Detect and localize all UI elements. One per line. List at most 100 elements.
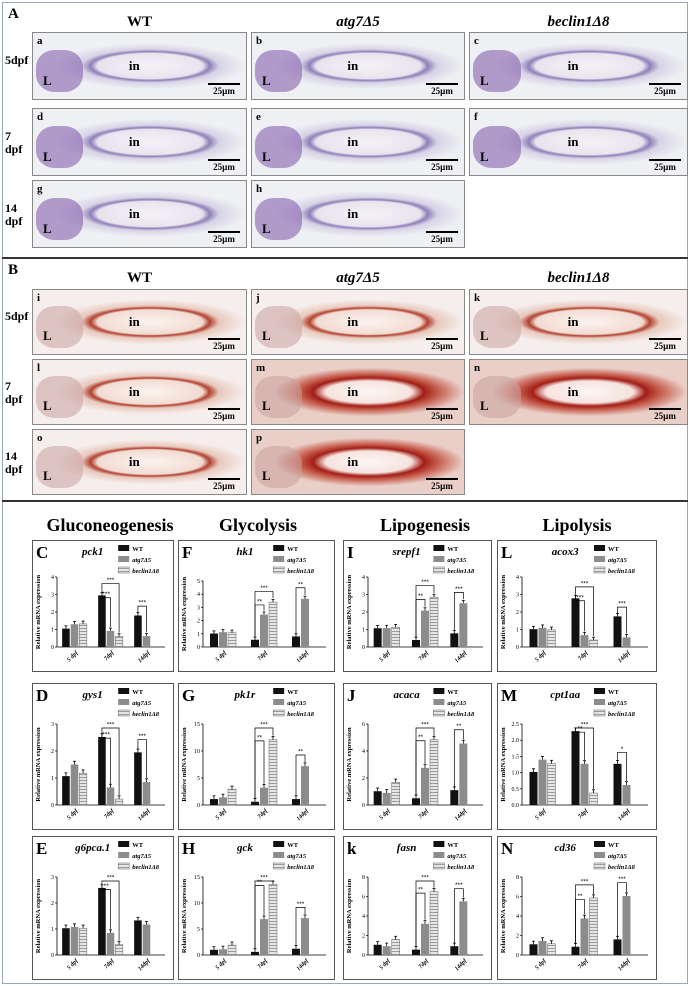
y-tick-label: 8: [362, 875, 365, 881]
bar-atg75: [106, 630, 115, 647]
legend-swatch: [593, 862, 606, 870]
liver-label: L: [262, 221, 271, 236]
y-axis-label: Relative mRNA expression: [500, 574, 507, 649]
bar-WT: [529, 629, 538, 647]
y-tick-label: 2: [362, 610, 365, 616]
significance-bracket: [575, 586, 594, 636]
bar-WT: [292, 799, 300, 805]
liver-tissue: [36, 197, 83, 241]
legend-label: atg7Δ5: [447, 700, 467, 707]
scale-bar: 25µm: [649, 83, 681, 96]
scale-line: [426, 408, 458, 410]
scale-bar: 25µm: [426, 338, 458, 351]
column-header: beclin1Δ8: [547, 14, 610, 30]
bar-atg75: [106, 932, 115, 955]
significance-bracket: [101, 583, 120, 633]
bar-beclin18: [547, 629, 556, 648]
scale-label: 25µm: [654, 162, 676, 172]
y-tick-label: 6: [362, 895, 365, 901]
y-tick-label: 15: [194, 875, 200, 881]
bar-WT: [251, 951, 259, 955]
column-header: WT: [126, 270, 152, 286]
bar-atg75: [622, 896, 631, 955]
legend-label: WT: [608, 842, 620, 849]
bar-WT: [210, 799, 218, 805]
intestine-label: in: [128, 314, 140, 330]
bar-atg75: [382, 946, 391, 955]
bar-beclin18: [589, 897, 598, 956]
bar-atg75: [260, 614, 268, 647]
significance-bracket: [575, 727, 594, 790]
bar-beclin18: [268, 601, 278, 648]
y-tick-label: 1: [197, 632, 200, 638]
legend-swatch: [433, 545, 445, 551]
bar-WT: [373, 944, 382, 955]
intestine-label: in: [347, 58, 359, 74]
scale-line: [649, 83, 681, 85]
significance-label: ***: [581, 580, 589, 587]
gene-title: fasn: [397, 842, 417, 854]
intestine-label: in: [567, 314, 579, 330]
legend-label: WT: [447, 546, 459, 553]
significance-bracket: [415, 880, 435, 947]
legend-swatch: [272, 709, 285, 717]
liver-label: L: [43, 221, 52, 236]
significance-bracket: [415, 585, 435, 637]
liver-label: L: [480, 398, 489, 413]
bar-beclin18: [391, 626, 400, 648]
significance-bracket: [575, 595, 585, 632]
bar-WT: [613, 616, 622, 647]
legend-swatch: [118, 699, 130, 705]
significance-bracket: [101, 727, 120, 796]
liver-tissue: [473, 306, 521, 348]
scale-line: [208, 408, 240, 410]
image-letter: i: [37, 292, 41, 304]
y-tick-label: 0: [51, 803, 54, 809]
bar-atg75: [538, 627, 547, 647]
y-tick-label: 8: [516, 875, 519, 881]
scale-label: 25µm: [654, 411, 676, 421]
x-tick-label: 7dpf: [257, 957, 270, 970]
y-tick-label: 1: [516, 628, 519, 634]
scale-label: 25µm: [654, 341, 676, 351]
panel-letter: I: [347, 543, 354, 562]
liver-tissue: [36, 376, 83, 418]
legend-swatch: [433, 566, 445, 574]
x-tick-label: 7dpf: [257, 649, 270, 662]
significance-label: ***: [581, 878, 589, 885]
intestine-label: in: [347, 314, 359, 330]
scale-line: [208, 83, 240, 85]
legend-label: WT: [132, 546, 144, 553]
bar-beclin18: [589, 792, 598, 806]
bar-atg75: [301, 766, 309, 805]
bar-beclin18: [268, 884, 278, 956]
x-tick-label: 5 dpf: [215, 807, 229, 821]
scale-line: [208, 478, 240, 480]
y-tick-label: 2: [362, 934, 365, 940]
legend-label: atg7Δ5: [447, 557, 467, 564]
significance-bracket: [295, 754, 306, 797]
legend-label: atg7Δ5: [608, 557, 628, 564]
divider: [2, 257, 688, 259]
intestine-label: in: [128, 206, 140, 222]
x-tick-label: 14dpf: [296, 807, 311, 822]
bar-WT: [571, 946, 580, 955]
x-tick-label: 5 dpf: [66, 957, 80, 971]
y-tick-label: 4: [362, 914, 365, 920]
significance-bracket: [415, 727, 435, 796]
liver-tissue: [36, 125, 83, 169]
liver-label: L: [262, 149, 271, 164]
column-header: WT: [126, 14, 152, 30]
bar-WT: [613, 763, 622, 805]
image-letter: h: [256, 183, 263, 195]
